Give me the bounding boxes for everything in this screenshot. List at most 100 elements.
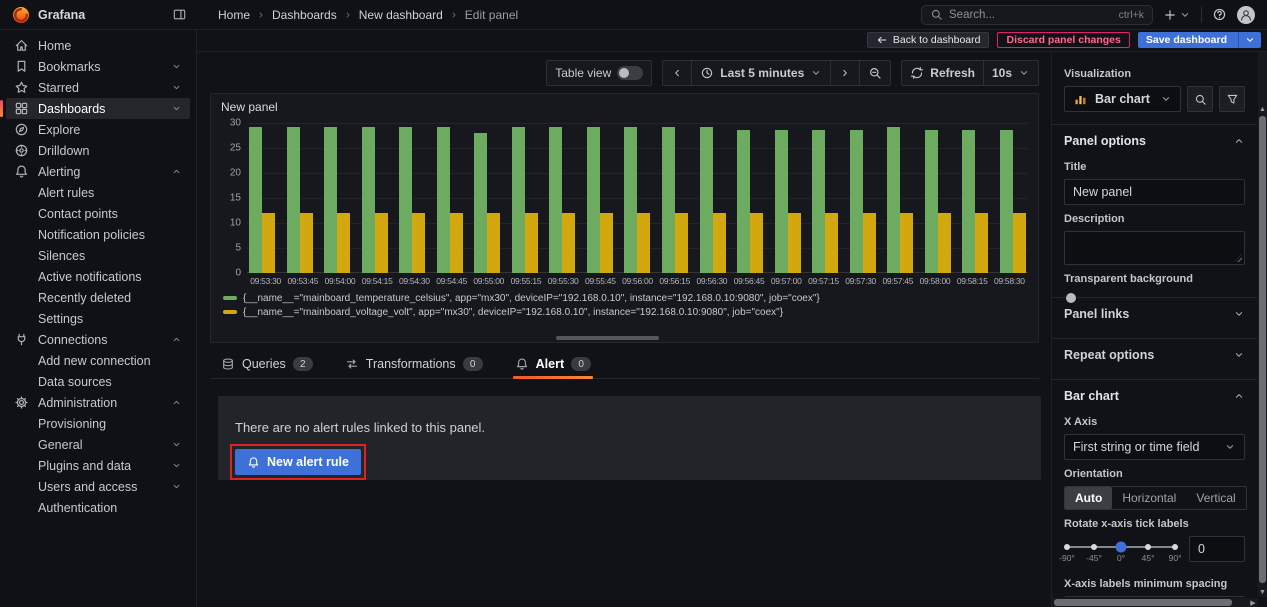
sidebar-item-authentication[interactable]: Authentication: [6, 497, 190, 518]
time-forward-button[interactable]: [830, 60, 861, 86]
sidebar-item-provisioning[interactable]: Provisioning: [6, 413, 190, 434]
scroll-up-arrow[interactable]: ▲: [1259, 105, 1266, 113]
sidebar-item-bookmarks[interactable]: Bookmarks: [6, 56, 190, 77]
back-to-dashboard-button[interactable]: Back to dashboard: [866, 31, 990, 48]
panel-title-input[interactable]: [1064, 179, 1245, 205]
tab-transformations[interactable]: Transformations 0: [343, 357, 485, 378]
bar-chart-section-header[interactable]: Bar chart: [1064, 384, 1245, 408]
refresh-controls: Refresh 10s: [901, 60, 1039, 86]
bar: [412, 213, 426, 273]
refresh-button[interactable]: Refresh: [901, 60, 984, 86]
vertical-scroll-thumb[interactable]: [1259, 116, 1266, 583]
new-alert-rule-button[interactable]: New alert rule: [235, 449, 361, 475]
sidebar-item-explore[interactable]: Explore: [6, 119, 190, 140]
plus-icon: [1163, 8, 1177, 22]
radio-option-vertical[interactable]: Vertical: [1196, 491, 1236, 505]
sidebar-item-contact-points[interactable]: Contact points: [6, 203, 190, 224]
sidebar-item-data-sources[interactable]: Data sources: [6, 371, 190, 392]
sidebar-item-recently-deleted[interactable]: Recently deleted: [6, 287, 190, 308]
x-axis-field-picker[interactable]: First string or time field: [1064, 434, 1245, 460]
discard-panel-changes-button[interactable]: Discard panel changes: [997, 31, 1130, 48]
filter-icon: [1226, 93, 1239, 106]
panel-links-section-header[interactable]: Panel links: [1064, 302, 1245, 326]
panel-options-section-header[interactable]: Panel options: [1064, 129, 1245, 153]
orientation-label: Orientation: [1064, 468, 1123, 480]
repeat-options-section-header[interactable]: Repeat options: [1064, 343, 1245, 367]
panel-description-input[interactable]: [1064, 231, 1245, 265]
sidebar-item-starred[interactable]: Starred: [6, 77, 190, 98]
sidebar-item-notification-policies[interactable]: Notification policies: [6, 224, 190, 245]
slider-stop[interactable]: [1064, 544, 1070, 550]
user-avatar[interactable]: [1237, 5, 1255, 24]
table-view-switch[interactable]: [617, 66, 644, 80]
search-box[interactable]: ctrl+k: [921, 4, 1153, 25]
sidebar-item-connections[interactable]: Connections: [6, 329, 190, 350]
sidebar-item-general[interactable]: General: [6, 434, 190, 455]
rotate-ticks-slider[interactable]: -90° -45° 0° 45° 90°: [1059, 540, 1182, 570]
sidebar-item-label: Drilldown: [38, 143, 90, 158]
help-button[interactable]: [1212, 7, 1227, 22]
sidebar-item-settings[interactable]: Settings: [6, 308, 190, 329]
save-dashboard-button[interactable]: Save dashboard: [1137, 31, 1261, 48]
sidebar-item-add-new-connection[interactable]: Add new connection: [6, 350, 190, 371]
sidebar-item-silences[interactable]: Silences: [6, 245, 190, 266]
chevron-down-icon: [171, 439, 182, 450]
save-dropdown-caret[interactable]: [1238, 31, 1261, 48]
visualization-picker[interactable]: Bar chart: [1064, 86, 1181, 112]
sidebar-item-dashboards[interactable]: Dashboards: [0, 98, 190, 119]
x-axis-tick-label: 09:53:45: [287, 276, 319, 286]
rotate-ticks-input[interactable]: [1189, 536, 1245, 562]
tab-queries[interactable]: Queries 2: [219, 357, 315, 378]
chart-panel[interactable]: New panel 0 5 10 15 20 25 30 09:53:30 09:53:45 0…: [210, 93, 1039, 343]
scroll-right-arrow[interactable]: ▶: [1250, 599, 1256, 607]
divider: [1052, 379, 1257, 380]
chart-plot-area[interactable]: 0 5 10 15 20 25 30: [230, 118, 1028, 279]
legend-item[interactable]: {__name__="mainboard_voltage_volt", app=…: [223, 305, 1028, 319]
x-axis-field-value: First string or time field: [1073, 440, 1200, 454]
tab-count-badge: 0: [462, 357, 483, 371]
sidebar-item-active-notifications[interactable]: Active notifications: [6, 266, 190, 287]
transparent-background-label: Transparent background: [1064, 273, 1193, 285]
time-range-picker[interactable]: Last 5 minutes: [691, 60, 832, 86]
options-horizontal-scrollbar[interactable]: ▶: [1052, 598, 1258, 607]
time-range-label: Last 5 minutes: [720, 66, 805, 80]
bar: [586, 127, 600, 273]
sidebar-item-home[interactable]: Home: [6, 35, 190, 56]
new-menu-button[interactable]: [1163, 8, 1191, 22]
sidebar-item-alerting[interactable]: Alerting: [6, 161, 190, 182]
radio-option-auto[interactable]: Auto: [1065, 487, 1113, 509]
sidebar-item-label: Dashboards: [38, 101, 106, 116]
options-vertical-scrollbar[interactable]: ▲ ▼: [1258, 52, 1267, 597]
time-back-button[interactable]: [662, 60, 693, 86]
slider-stop[interactable]: [1145, 544, 1152, 550]
slider-stop[interactable]: [1172, 544, 1179, 550]
chevron-down-icon: [1233, 308, 1245, 320]
sidebar-toggle-icon[interactable]: [172, 7, 187, 22]
breadcrumb-item[interactable]: Home: [218, 7, 251, 22]
sidebar-item-drilldown[interactable]: Drilldown: [6, 140, 190, 161]
sidebar-item-plugins-and-data[interactable]: Plugins and data: [6, 455, 190, 476]
min-spacing-radio-group: NoneSmallMediumLarge: [1064, 596, 1245, 597]
slider-stop[interactable]: [1091, 544, 1098, 550]
sidebar-item-alert-rules[interactable]: Alert rules: [6, 182, 190, 203]
search-options-button[interactable]: [1187, 86, 1213, 112]
breadcrumb-item[interactable]: Dashboards: [272, 7, 337, 22]
bar: [249, 127, 262, 273]
legend-item[interactable]: {__name__="mainboard_temperature_celsius…: [223, 291, 1028, 305]
filter-options-button[interactable]: [1219, 86, 1245, 112]
legend-scrollbar[interactable]: [556, 336, 659, 340]
zoom-out-button[interactable]: [859, 60, 892, 86]
radio-option-horizontal[interactable]: Horizontal: [1122, 491, 1177, 505]
slider-handle[interactable]: [1115, 541, 1127, 553]
breadcrumb-item[interactable]: New dashboard: [358, 7, 443, 22]
search-input[interactable]: [949, 8, 1113, 21]
main-content: Table view Last 5 minutes Refre: [197, 52, 1051, 607]
scroll-down-arrow[interactable]: ▼: [1259, 588, 1266, 596]
bar-group: [399, 127, 426, 273]
horizontal-scroll-thumb[interactable]: [1054, 599, 1232, 606]
table-view-toggle[interactable]: Table view: [546, 60, 653, 86]
sidebar-item-users-and-access[interactable]: Users and access: [6, 476, 190, 497]
sidebar-item-administration[interactable]: Administration: [6, 392, 190, 413]
tab-alert[interactable]: Alert 0: [512, 357, 594, 379]
refresh-interval-picker[interactable]: 10s: [982, 60, 1039, 86]
